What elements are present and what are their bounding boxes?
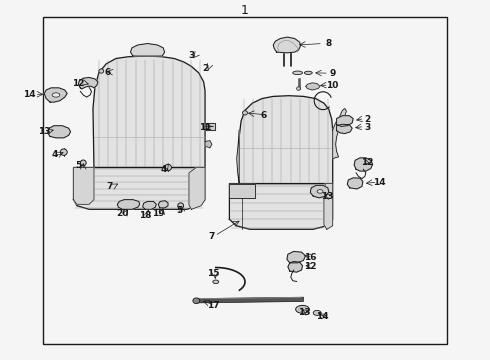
Text: 13: 13 bbox=[298, 308, 311, 317]
Text: 2: 2 bbox=[365, 115, 371, 124]
Polygon shape bbox=[143, 202, 156, 209]
Polygon shape bbox=[229, 184, 255, 198]
Text: 14: 14 bbox=[316, 312, 328, 321]
Polygon shape bbox=[74, 167, 205, 209]
Polygon shape bbox=[333, 109, 346, 158]
Polygon shape bbox=[239, 96, 333, 184]
Ellipse shape bbox=[293, 71, 302, 75]
Ellipse shape bbox=[165, 164, 172, 171]
Ellipse shape bbox=[317, 190, 323, 193]
Polygon shape bbox=[130, 44, 165, 56]
Polygon shape bbox=[310, 185, 329, 198]
Text: 10: 10 bbox=[326, 81, 339, 90]
Polygon shape bbox=[237, 130, 239, 184]
Ellipse shape bbox=[296, 87, 300, 90]
Ellipse shape bbox=[295, 305, 309, 313]
Text: 5: 5 bbox=[75, 161, 81, 170]
Ellipse shape bbox=[313, 310, 321, 315]
Ellipse shape bbox=[298, 307, 306, 311]
Polygon shape bbox=[158, 201, 168, 208]
Text: 12: 12 bbox=[72, 79, 85, 88]
Text: 12: 12 bbox=[304, 262, 317, 271]
Polygon shape bbox=[44, 88, 67, 102]
Text: 8: 8 bbox=[326, 39, 332, 48]
Polygon shape bbox=[229, 184, 333, 229]
Text: 14: 14 bbox=[373, 178, 385, 187]
Text: 15: 15 bbox=[207, 269, 220, 278]
Ellipse shape bbox=[52, 93, 60, 97]
Ellipse shape bbox=[178, 203, 184, 208]
Text: 13: 13 bbox=[320, 192, 333, 201]
Text: 3: 3 bbox=[188, 51, 195, 60]
Text: 13: 13 bbox=[38, 127, 50, 136]
Text: 11: 11 bbox=[199, 123, 211, 132]
Text: 20: 20 bbox=[116, 209, 128, 218]
Polygon shape bbox=[287, 251, 305, 263]
Text: 7: 7 bbox=[106, 182, 113, 191]
Polygon shape bbox=[306, 83, 320, 90]
Polygon shape bbox=[189, 167, 205, 209]
Text: 7: 7 bbox=[209, 232, 215, 241]
Text: 12: 12 bbox=[362, 158, 374, 167]
Text: 3: 3 bbox=[365, 123, 371, 132]
Ellipse shape bbox=[213, 280, 219, 284]
Text: 5: 5 bbox=[176, 206, 182, 215]
Polygon shape bbox=[347, 178, 363, 189]
Bar bbox=[43, 18, 447, 344]
Text: 4: 4 bbox=[160, 165, 167, 174]
Text: 4: 4 bbox=[52, 150, 58, 159]
Ellipse shape bbox=[304, 71, 312, 75]
Text: 19: 19 bbox=[152, 209, 165, 218]
Ellipse shape bbox=[193, 298, 200, 303]
Text: 14: 14 bbox=[24, 90, 36, 99]
Text: 2: 2 bbox=[202, 64, 208, 73]
Polygon shape bbox=[74, 167, 94, 204]
Polygon shape bbox=[354, 158, 373, 171]
Polygon shape bbox=[117, 200, 140, 209]
Polygon shape bbox=[196, 297, 303, 303]
Text: 6: 6 bbox=[104, 68, 111, 77]
Polygon shape bbox=[324, 184, 333, 229]
Ellipse shape bbox=[243, 111, 247, 115]
Ellipse shape bbox=[99, 69, 104, 73]
Ellipse shape bbox=[60, 149, 67, 156]
Ellipse shape bbox=[80, 160, 86, 166]
Text: 16: 16 bbox=[304, 253, 317, 262]
Polygon shape bbox=[337, 116, 353, 126]
Polygon shape bbox=[288, 261, 302, 272]
Polygon shape bbox=[337, 124, 352, 134]
Polygon shape bbox=[273, 37, 300, 53]
Text: 1: 1 bbox=[241, 4, 249, 17]
Text: 18: 18 bbox=[139, 211, 151, 220]
Text: 17: 17 bbox=[207, 301, 220, 310]
Polygon shape bbox=[206, 123, 215, 130]
Text: 9: 9 bbox=[329, 69, 336, 78]
Polygon shape bbox=[205, 141, 212, 148]
Polygon shape bbox=[78, 77, 98, 89]
Text: 6: 6 bbox=[260, 111, 267, 120]
Polygon shape bbox=[48, 126, 71, 138]
Polygon shape bbox=[93, 56, 205, 167]
